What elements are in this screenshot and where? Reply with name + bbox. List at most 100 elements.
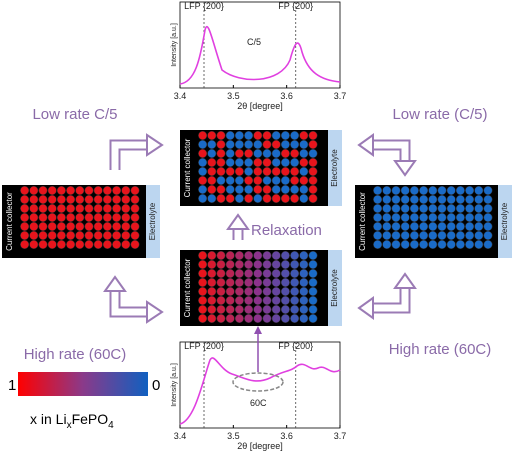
particle <box>198 185 208 194</box>
particle <box>299 194 309 203</box>
particle <box>409 213 419 222</box>
particle <box>253 149 263 158</box>
particle <box>234 305 244 314</box>
particle <box>308 140 318 149</box>
particle <box>299 131 309 140</box>
particle <box>280 140 290 149</box>
particle <box>290 131 300 140</box>
particle <box>38 222 48 231</box>
particle <box>373 195 383 204</box>
particle <box>207 194 217 203</box>
arrow-head <box>357 296 374 320</box>
particle <box>198 296 208 305</box>
particle <box>271 305 281 314</box>
particle <box>290 251 300 260</box>
particle <box>391 222 401 231</box>
particle <box>253 176 263 185</box>
particle <box>225 278 235 287</box>
particle <box>465 204 475 213</box>
particle <box>20 186 30 195</box>
particle <box>130 186 140 195</box>
particle <box>225 251 235 260</box>
particle <box>244 131 254 140</box>
particle <box>234 131 244 140</box>
particle <box>56 213 66 222</box>
particle <box>271 176 281 185</box>
particle <box>253 158 263 167</box>
particle <box>234 296 244 305</box>
particle <box>84 231 94 240</box>
particle <box>216 260 226 269</box>
particle <box>308 296 318 305</box>
particle <box>244 260 254 269</box>
particle <box>280 314 290 323</box>
particle <box>474 204 484 213</box>
particle <box>373 240 383 249</box>
particle <box>198 305 208 314</box>
pointer-head <box>254 326 262 334</box>
particle <box>299 185 309 194</box>
particle <box>419 222 429 231</box>
particle <box>207 158 217 167</box>
particle <box>121 186 131 195</box>
particle <box>216 305 226 314</box>
particle <box>216 158 226 167</box>
particle <box>75 186 85 195</box>
rate-label: 60C <box>250 398 267 408</box>
particle <box>66 186 76 195</box>
particle <box>483 213 493 222</box>
particle <box>225 260 235 269</box>
particle <box>121 231 131 240</box>
particle <box>130 204 140 213</box>
particle <box>428 213 438 222</box>
particle <box>373 222 383 231</box>
particle <box>102 195 112 204</box>
particle <box>225 158 235 167</box>
particle <box>130 231 140 240</box>
particle <box>299 176 309 185</box>
particle <box>409 204 419 213</box>
particle <box>253 140 263 149</box>
particle <box>244 158 254 167</box>
particle <box>465 231 475 240</box>
electrolyte-strip <box>328 130 342 206</box>
particle <box>56 240 66 249</box>
particle <box>216 131 226 140</box>
particle <box>20 240 30 249</box>
particle <box>419 204 429 213</box>
particle <box>66 213 76 222</box>
peak-label: FP {200} <box>278 1 313 11</box>
particle <box>474 231 484 240</box>
particle <box>446 213 456 222</box>
particle <box>400 195 410 204</box>
label: Relaxation <box>251 222 322 239</box>
arrow-head <box>393 160 417 177</box>
particle <box>130 222 140 231</box>
particle <box>409 240 419 249</box>
particle <box>271 140 281 149</box>
particle <box>271 260 281 269</box>
particle <box>465 186 475 195</box>
particle <box>373 186 383 195</box>
peak-label: FP {200} <box>278 341 313 351</box>
particle <box>112 195 122 204</box>
particle <box>308 278 318 287</box>
particle <box>56 222 66 231</box>
particle <box>437 240 447 249</box>
particle <box>225 167 235 176</box>
particle <box>84 195 94 204</box>
particle <box>216 167 226 176</box>
particle <box>308 167 318 176</box>
caption-sub: 4 <box>108 420 114 431</box>
arrow-head <box>357 133 374 157</box>
particle <box>455 204 465 213</box>
particle <box>47 195 57 204</box>
electrolyte-label: Electrolyte <box>148 202 157 240</box>
particle <box>93 204 103 213</box>
particle <box>216 176 226 185</box>
particle <box>93 213 103 222</box>
particle <box>483 186 493 195</box>
particle <box>75 231 85 240</box>
particle <box>216 194 226 203</box>
particle <box>308 305 318 314</box>
